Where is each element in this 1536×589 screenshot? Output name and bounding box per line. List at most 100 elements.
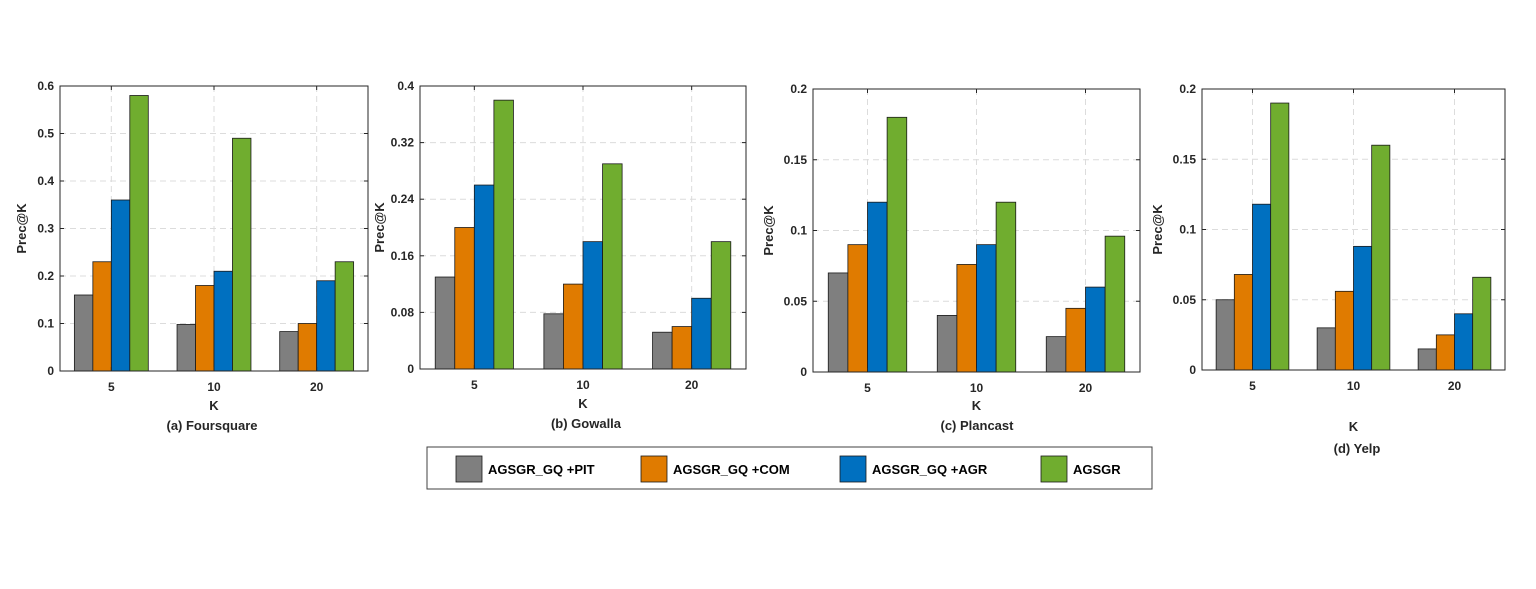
chart-panel-4: 0 0.05 0.1 0.15 0.2 5 10 20 K Prec@K (d) Yelp <box>1150 82 1506 456</box>
bar-2-5 <box>92 261 112 372</box>
x-axis-label: K <box>578 396 588 411</box>
y-tick-label: 0.32 <box>391 136 415 150</box>
x-axis-label: K <box>972 398 982 413</box>
bar-1-5 <box>434 276 456 370</box>
y-axis-label: Prec@K <box>372 202 387 253</box>
bar-4-5 <box>886 116 908 373</box>
y-tick-label: 0 <box>407 362 414 376</box>
bar-1-20 <box>1045 336 1067 373</box>
y-tick-label: 0.16 <box>391 249 415 263</box>
bar-4-10 <box>995 201 1017 373</box>
legend-label-2: AGSGR_GQ +COM <box>673 462 790 477</box>
x-tick-label: 10 <box>207 380 221 394</box>
legend-swatch-3 <box>839 455 867 483</box>
x-tick-label: 20 <box>310 380 324 394</box>
bar-2-10 <box>195 285 215 372</box>
chart-panel-1: 0 0.1 0.2 0.3 0.4 0.5 0.6 5 10 20 K Prec@K (a) Fours… <box>14 79 369 433</box>
panel-caption: (a) Foursquare <box>166 418 257 433</box>
x-axis-label: K <box>209 398 219 413</box>
y-tick-label: 0.05 <box>1173 293 1197 307</box>
bar-4-10 <box>602 163 623 370</box>
panel-caption: (c) Plancast <box>941 418 1015 433</box>
x-tick-label: 10 <box>970 381 984 395</box>
bar-4-20 <box>1472 276 1492 371</box>
bar-3-5 <box>473 184 495 370</box>
panel-caption: (d) Yelp <box>1334 441 1381 456</box>
legend-swatch-4 <box>1040 455 1068 483</box>
bar-4-10 <box>232 137 252 372</box>
bar-1-5 <box>73 294 94 372</box>
y-tick-label: 0.3 <box>37 222 54 236</box>
y-tick-label: 0.1 <box>37 317 54 331</box>
bar-4-20 <box>334 261 355 372</box>
y-tick-label: 0.08 <box>391 305 415 319</box>
y-axis-label: Prec@K <box>1150 204 1165 255</box>
bar-1-5 <box>1215 299 1235 371</box>
x-tick-label: 20 <box>1448 379 1462 393</box>
y-tick-label: 0.2 <box>790 82 807 96</box>
x-tick-label: 5 <box>1249 379 1256 393</box>
bar-2-5 <box>847 244 868 373</box>
y-tick-label: 0.24 <box>391 192 415 206</box>
bar-4-20 <box>710 241 732 370</box>
x-tick-label: 10 <box>1347 379 1361 393</box>
y-tick-label: 0.6 <box>37 79 54 93</box>
chart-panel-3: 0 0.05 0.1 0.15 0.2 5 10 20 K Prec@K (c) Plancast <box>761 82 1141 433</box>
bar-3-10 <box>213 270 233 372</box>
x-axis-label: K <box>1349 419 1359 434</box>
y-tick-label: 0 <box>1189 363 1196 377</box>
bar-1-10 <box>176 324 196 372</box>
x-tick-label: 20 <box>1079 381 1093 395</box>
bar-2-5 <box>454 227 475 370</box>
y-tick-label: 0.1 <box>790 224 807 238</box>
y-tick-label: 0.05 <box>784 294 808 308</box>
bar-3-10 <box>976 244 997 373</box>
y-tick-label: 0.15 <box>1173 152 1197 166</box>
bar-3-5 <box>1252 203 1272 371</box>
y-tick-label: 0.1 <box>1179 223 1196 237</box>
legend-swatch-2 <box>640 455 668 483</box>
bar-3-20 <box>1454 313 1474 371</box>
bar-1-20 <box>1417 348 1437 371</box>
x-tick-label: 5 <box>471 378 478 392</box>
bar-3-10 <box>1353 245 1373 371</box>
bar-2-20 <box>1065 307 1086 373</box>
legend-swatch-1 <box>455 455 483 483</box>
bar-1-10 <box>543 313 564 370</box>
legend: AGSGR_GQ +PIT AGSGR_GQ +COM AGSGR_GQ +AGR A… <box>426 446 1153 490</box>
bar-4-20 <box>1104 235 1126 373</box>
bar-2-5 <box>1233 274 1253 371</box>
y-tick-label: 0.2 <box>37 269 54 283</box>
y-tick-label: 0.15 <box>784 153 808 167</box>
bar-2-20 <box>1435 334 1455 371</box>
bar-3-20 <box>316 280 336 372</box>
legend-label-1: AGSGR_GQ +PIT <box>488 462 595 477</box>
bar-4-5 <box>1270 102 1290 371</box>
x-tick-label: 5 <box>108 380 115 394</box>
x-tick-label: 5 <box>864 381 871 395</box>
bar-2-10 <box>1334 290 1354 371</box>
bar-4-5 <box>129 95 149 372</box>
y-tick-label: 0.4 <box>397 79 414 93</box>
bar-1-20 <box>279 331 299 372</box>
x-tick-label: 10 <box>576 378 590 392</box>
y-tick-label: 0.5 <box>37 127 54 141</box>
bar-3-20 <box>1085 286 1106 373</box>
bar-1-10 <box>1316 327 1336 371</box>
y-tick-label: 0.2 <box>1179 82 1196 96</box>
bar-4-5 <box>493 99 514 370</box>
bar-3-5 <box>867 201 888 373</box>
y-tick-label: 0.4 <box>37 174 54 188</box>
bar-1-10 <box>936 314 958 373</box>
y-tick-label: 0 <box>800 365 807 379</box>
bar-3-10 <box>582 241 603 370</box>
bar-2-20 <box>297 323 318 372</box>
y-axis-label: Prec@K <box>761 205 776 256</box>
bar-2-10 <box>563 283 584 370</box>
bar-2-10 <box>956 264 977 373</box>
x-tick-label: 20 <box>685 378 699 392</box>
bar-1-20 <box>652 331 673 370</box>
bar-3-20 <box>691 297 712 370</box>
legend-box <box>426 446 1153 490</box>
